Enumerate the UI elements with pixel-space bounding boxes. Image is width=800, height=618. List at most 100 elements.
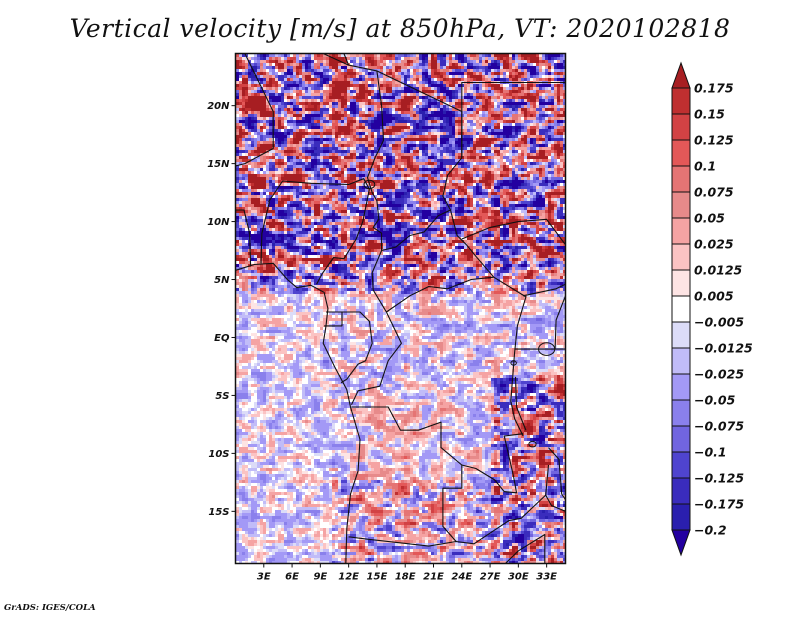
field-cell <box>479 141 482 144</box>
field-cell <box>386 102 389 105</box>
field-cell <box>554 138 557 141</box>
field-cell <box>479 54 482 57</box>
field-cell <box>269 177 272 180</box>
field-cell <box>380 171 383 174</box>
field-cell <box>302 93 305 96</box>
field-cell <box>500 60 503 63</box>
field-cell <box>305 117 308 120</box>
field-cell <box>341 150 344 153</box>
field-cell <box>425 66 428 69</box>
field-cell <box>464 105 467 108</box>
field-cell <box>455 168 458 171</box>
field-cell <box>512 60 515 63</box>
field-cell <box>329 57 332 60</box>
field-cell <box>479 60 482 63</box>
field-cell <box>557 180 560 183</box>
field-cell <box>428 117 431 120</box>
field-cell <box>518 141 521 144</box>
field-cell <box>290 132 293 135</box>
field-cell <box>449 156 452 159</box>
field-cell <box>482 129 485 132</box>
field-cell <box>458 75 461 78</box>
field-cell <box>422 150 425 153</box>
field-cell <box>428 96 431 99</box>
field-cell <box>464 126 467 129</box>
field-cell <box>548 171 551 174</box>
field-cell <box>239 126 242 129</box>
field-cell <box>251 54 254 57</box>
field-cell <box>548 57 551 60</box>
field-cell <box>338 84 341 87</box>
field-cell <box>296 189 299 192</box>
field-cell <box>506 123 509 126</box>
field-cell <box>416 156 419 159</box>
field-cell <box>536 132 539 135</box>
field-cell <box>440 105 443 108</box>
field-cell <box>383 141 386 144</box>
field-cell <box>551 120 554 123</box>
field-cell <box>437 168 440 171</box>
field-cell <box>554 69 557 72</box>
field-cell <box>317 120 320 123</box>
field-cell <box>530 126 533 129</box>
field-cell <box>365 69 368 72</box>
field-cell <box>356 129 359 132</box>
field-cell <box>290 183 293 186</box>
field-cell <box>380 129 383 132</box>
field-cell <box>290 54 293 57</box>
field-cell <box>464 171 467 174</box>
field-cell <box>440 129 443 132</box>
field-cell <box>278 168 281 171</box>
field-cell <box>521 102 524 105</box>
field-cell <box>344 108 347 111</box>
field-cell <box>428 99 431 102</box>
field-cell <box>356 147 359 150</box>
field-cell <box>308 141 311 144</box>
field-cell <box>395 117 398 120</box>
field-cell <box>443 63 446 66</box>
field-cell <box>428 168 431 171</box>
field-cell <box>248 114 251 117</box>
field-cell <box>548 156 551 159</box>
field-cell <box>506 96 509 99</box>
field-cell <box>497 168 500 171</box>
field-cell <box>374 60 377 63</box>
field-cell <box>542 84 545 87</box>
field-cell <box>254 111 257 114</box>
field-cell <box>338 54 341 57</box>
field-cell <box>440 171 443 174</box>
field-cell <box>272 108 275 111</box>
field-cell <box>482 123 485 126</box>
field-cell <box>521 171 524 174</box>
field-cell <box>491 183 494 186</box>
field-cell <box>470 144 473 147</box>
field-cell <box>260 144 263 147</box>
field-cell <box>554 75 557 78</box>
field-cell <box>359 186 362 189</box>
field-cell <box>452 105 455 108</box>
field-cell <box>530 174 533 177</box>
field-cell <box>506 66 509 69</box>
field-cell <box>332 111 335 114</box>
field-cell <box>470 75 473 78</box>
field-cell <box>410 69 413 72</box>
field-cell <box>275 96 278 99</box>
field-cell <box>398 147 401 150</box>
field-cell <box>536 120 539 123</box>
field-cell <box>485 87 488 90</box>
field-cell <box>554 129 557 132</box>
field-cell <box>365 135 368 138</box>
field-cell <box>500 96 503 99</box>
field-cell <box>455 141 458 144</box>
field-cell <box>344 60 347 63</box>
field-cell <box>401 114 404 117</box>
field-cell <box>500 63 503 66</box>
field-cell <box>551 69 554 72</box>
field-cell <box>254 102 257 105</box>
field-cell <box>530 108 533 111</box>
field-cell <box>539 87 542 90</box>
field-cell <box>407 105 410 108</box>
field-cell <box>311 153 314 156</box>
field-cell <box>485 93 488 96</box>
field-cell <box>269 162 272 165</box>
